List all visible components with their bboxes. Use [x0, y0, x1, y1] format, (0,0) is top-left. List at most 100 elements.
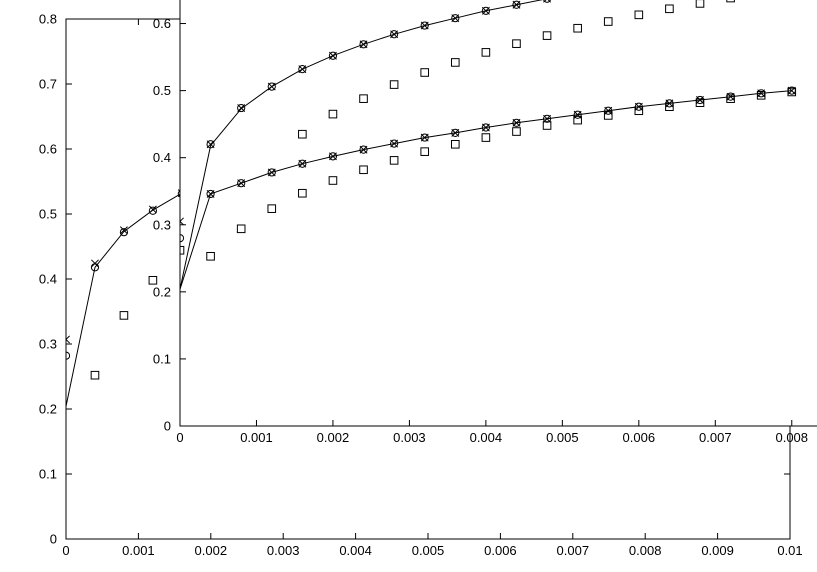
- y-tick-label: 0.3: [39, 337, 57, 352]
- circle-marker: [543, 0, 551, 3]
- square-marker: [450, 58, 460, 67]
- x-tick-label: 0.007: [557, 543, 590, 558]
- square-marker: [634, 106, 644, 116]
- circle-marker: [359, 145, 368, 154]
- square-marker: [512, 127, 521, 136]
- y-tick-label: 0.8: [39, 12, 57, 27]
- square-marker: [206, 251, 215, 261]
- data-point: [148, 205, 157, 214]
- data-point: [390, 30, 399, 39]
- x-tick-label: 0.003: [393, 430, 426, 445]
- x-tick-label: 0.006: [484, 543, 517, 558]
- square-marker: [328, 109, 338, 119]
- data-point: [298, 159, 307, 168]
- square-marker: [603, 111, 613, 120]
- y-tick-label: 0.1: [39, 467, 57, 482]
- y-tick-label: 0.4: [39, 272, 57, 287]
- square-marker: [90, 370, 100, 380]
- data-point: [665, 102, 674, 112]
- data-point: [512, 39, 521, 48]
- data-point: [756, 91, 766, 100]
- data-point: [420, 147, 430, 156]
- data-point: [420, 68, 430, 77]
- x-tick-label: 0.002: [317, 430, 350, 445]
- square-marker: [119, 311, 129, 320]
- data-point: [603, 111, 613, 120]
- data-point: [148, 276, 158, 285]
- data-point: [603, 17, 613, 26]
- square-marker: [756, 91, 766, 100]
- x-tick-label: 0.008: [629, 543, 662, 558]
- y-tick-label: 0.6: [39, 142, 57, 157]
- square-marker: [481, 133, 491, 142]
- square-marker: [542, 31, 552, 40]
- circle-marker: [512, 0, 521, 9]
- data-point: [328, 51, 338, 60]
- data-point: [389, 156, 399, 165]
- x-tick-label: 0.002: [195, 543, 228, 558]
- data-point: [90, 370, 100, 380]
- circle-marker: [390, 30, 399, 39]
- main-chart: 0 0.001 0.002 0.003 0.004 0.005 0.006 0.007 0.00…: [39, 12, 803, 559]
- x-tick-label: 0.001: [240, 430, 273, 445]
- data-point: [119, 311, 129, 320]
- data-point: [634, 10, 644, 20]
- data-point: [359, 40, 368, 49]
- y-tick-label: 0.1: [153, 351, 171, 366]
- x-tick-label: 0.001: [122, 543, 155, 558]
- square-marker: [603, 17, 613, 26]
- data-point: [573, 115, 582, 125]
- x-tick-label: 0.003: [267, 543, 300, 558]
- circle-marker: [90, 263, 100, 272]
- square-marker: [665, 102, 674, 112]
- data-point: [450, 58, 460, 67]
- y-tick-label: 0.6: [153, 16, 171, 31]
- data-point: [542, 114, 552, 123]
- square-marker: [389, 156, 399, 165]
- square-marker: [236, 224, 246, 234]
- x-tick-label: 0.009: [701, 543, 734, 558]
- y-tick-label: 0.2: [39, 402, 57, 417]
- x-tick-label: 0: [62, 543, 69, 558]
- square-marker: [726, 94, 735, 103]
- data-point: [359, 165, 368, 175]
- circle-marker: [180, 234, 185, 243]
- square-marker: [665, 4, 674, 14]
- data-point: [481, 133, 491, 142]
- data-point: [512, 0, 521, 9]
- square-marker: [420, 68, 430, 77]
- circle-marker: [148, 206, 157, 215]
- data-point: [267, 168, 276, 177]
- square-marker: [481, 48, 491, 57]
- plot-background: [180, 0, 817, 426]
- square-marker: [148, 276, 158, 285]
- data-point: [236, 224, 246, 234]
- x-tick-label: 0.004: [470, 430, 503, 445]
- circle-marker: [237, 103, 246, 113]
- data-point: [420, 21, 429, 30]
- circle-marker: [267, 82, 276, 91]
- series-layer: [180, 0, 797, 290]
- circle-marker: [481, 123, 490, 132]
- data-point: [298, 129, 307, 139]
- data-point: [298, 65, 307, 74]
- square-marker: [389, 80, 399, 89]
- data-point: [180, 245, 185, 255]
- y-tick-label: 0.3: [153, 217, 171, 232]
- circle-marker: [206, 189, 215, 199]
- circle-marker: [542, 114, 552, 123]
- circle-marker: [298, 65, 307, 74]
- square-marker: [695, 98, 705, 107]
- square-marker: [328, 176, 338, 185]
- circle-marker: [267, 168, 276, 177]
- circle-marker: [328, 51, 338, 60]
- circle-marker: [420, 133, 429, 142]
- data-point: [206, 251, 215, 261]
- data-point: [665, 4, 674, 14]
- data-point: [481, 6, 490, 15]
- square-marker: [180, 245, 185, 255]
- data-point: [512, 118, 521, 127]
- x-tick-label: 0.006: [623, 430, 656, 445]
- data-point: [695, 0, 705, 8]
